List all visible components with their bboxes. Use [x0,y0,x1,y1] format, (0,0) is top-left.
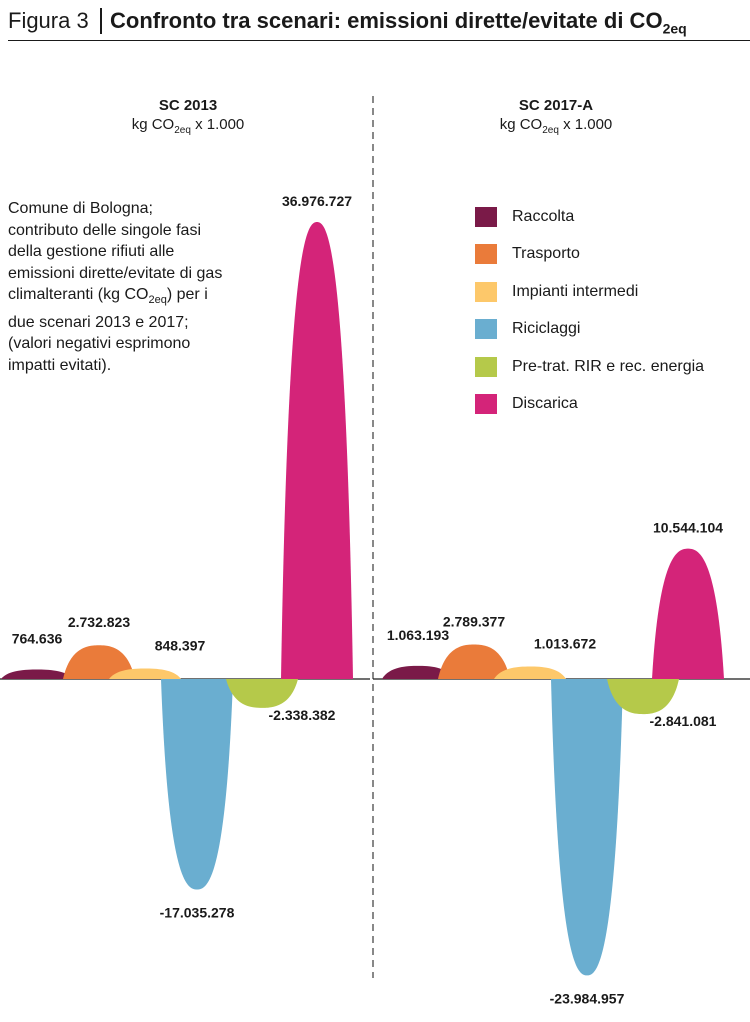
data-label-0-2: 848.397 [155,638,206,654]
chart-note: Comune di Bologna; contributo delle sing… [8,200,223,374]
legend-label-riciclaggi: Riciclaggi [512,320,581,338]
legend-swatch-impianti [475,281,497,302]
legend-item-raccolta: Raccolta [475,198,704,236]
data-label-1-3: -23.984.957 [550,990,625,1006]
data-label-1-1: 2.789.377 [443,614,505,630]
legend-item-riciclaggi: Riciclaggi [475,311,704,349]
data-label-0-5: 36.976.727 [282,193,352,209]
legend-swatch-riciclaggi [475,319,497,340]
mark-1-0 [382,665,454,679]
figure-title-subscript: 2eq [662,20,687,37]
legend-label-trasporto: Trasporto [512,245,580,263]
mark-0-0 [1,669,73,679]
mark-1-2 [494,666,566,679]
panel-title-2013-name: SC 2013 [158,97,218,114]
legend-item-pretrat: Pre-trat. RIR e rec. energia [475,348,704,386]
legend-swatch-trasporto [475,244,497,265]
legend-label-raccolta: Raccolta [512,207,575,225]
figure-header: Figura 3 Confronto tra scenari: emission… [8,2,750,41]
legend: Raccolta Trasporto Impianti intermedi Ri… [475,198,704,423]
legend-item-discarica: Discarica [475,386,704,424]
mark-0-4 [226,679,298,708]
mark-1-4 [607,679,679,715]
legend-item-impianti: Impianti intermedi [475,273,704,311]
mark-1-3 [551,679,623,976]
header-separator [100,8,102,34]
panel-unit-2017: kg CO2eq x 1.000 [499,116,613,136]
data-label-0-1: 2.732.823 [68,614,130,630]
data-label-0-3: -17.035.278 [160,905,235,921]
figure-title-text: Confronto tra scenari: emissioni dirette… [110,8,663,33]
figure-label: Figura 3 [8,8,89,33]
panel-title-2013: SC 2013 kg CO2eq x 1.000 [68,96,308,140]
legend-swatch-pretrat [475,356,497,377]
legend-label-impianti: Impianti intermedi [512,282,639,300]
data-label-0-0: 764.636 [12,631,63,647]
mark-0-3 [161,679,233,890]
legend-item-trasporto: Trasporto [475,236,704,274]
legend-label-pretrat: Pre-trat. RIR e rec. energia [512,357,705,375]
data-label-1-5: 10.544.104 [653,520,723,536]
data-label-1-0: 1.063.193 [387,627,449,643]
panel-title-2017: SC 2017-A kg CO2eq x 1.000 [436,96,676,140]
figure-title: Confronto tra scenari: emissioni dirette… [110,8,687,36]
panel-title-2017-name: SC 2017-A [518,97,594,114]
mark-1-5 [652,548,724,679]
legend-label-discarica: Discarica [512,395,578,413]
legend-swatch-raccolta [475,206,497,227]
data-label-0-4: -2.338.382 [269,707,336,723]
mark-0-5 [281,222,353,679]
panel-unit-2013: kg CO2eq x 1.000 [131,116,245,136]
mark-0-1 [63,645,135,679]
data-label-1-2: 1.013.672 [534,635,596,651]
data-label-1-4: -2.841.081 [650,713,717,729]
legend-swatch-discarica [475,394,497,415]
mark-0-2 [109,668,181,679]
mark-1-1 [438,644,510,679]
